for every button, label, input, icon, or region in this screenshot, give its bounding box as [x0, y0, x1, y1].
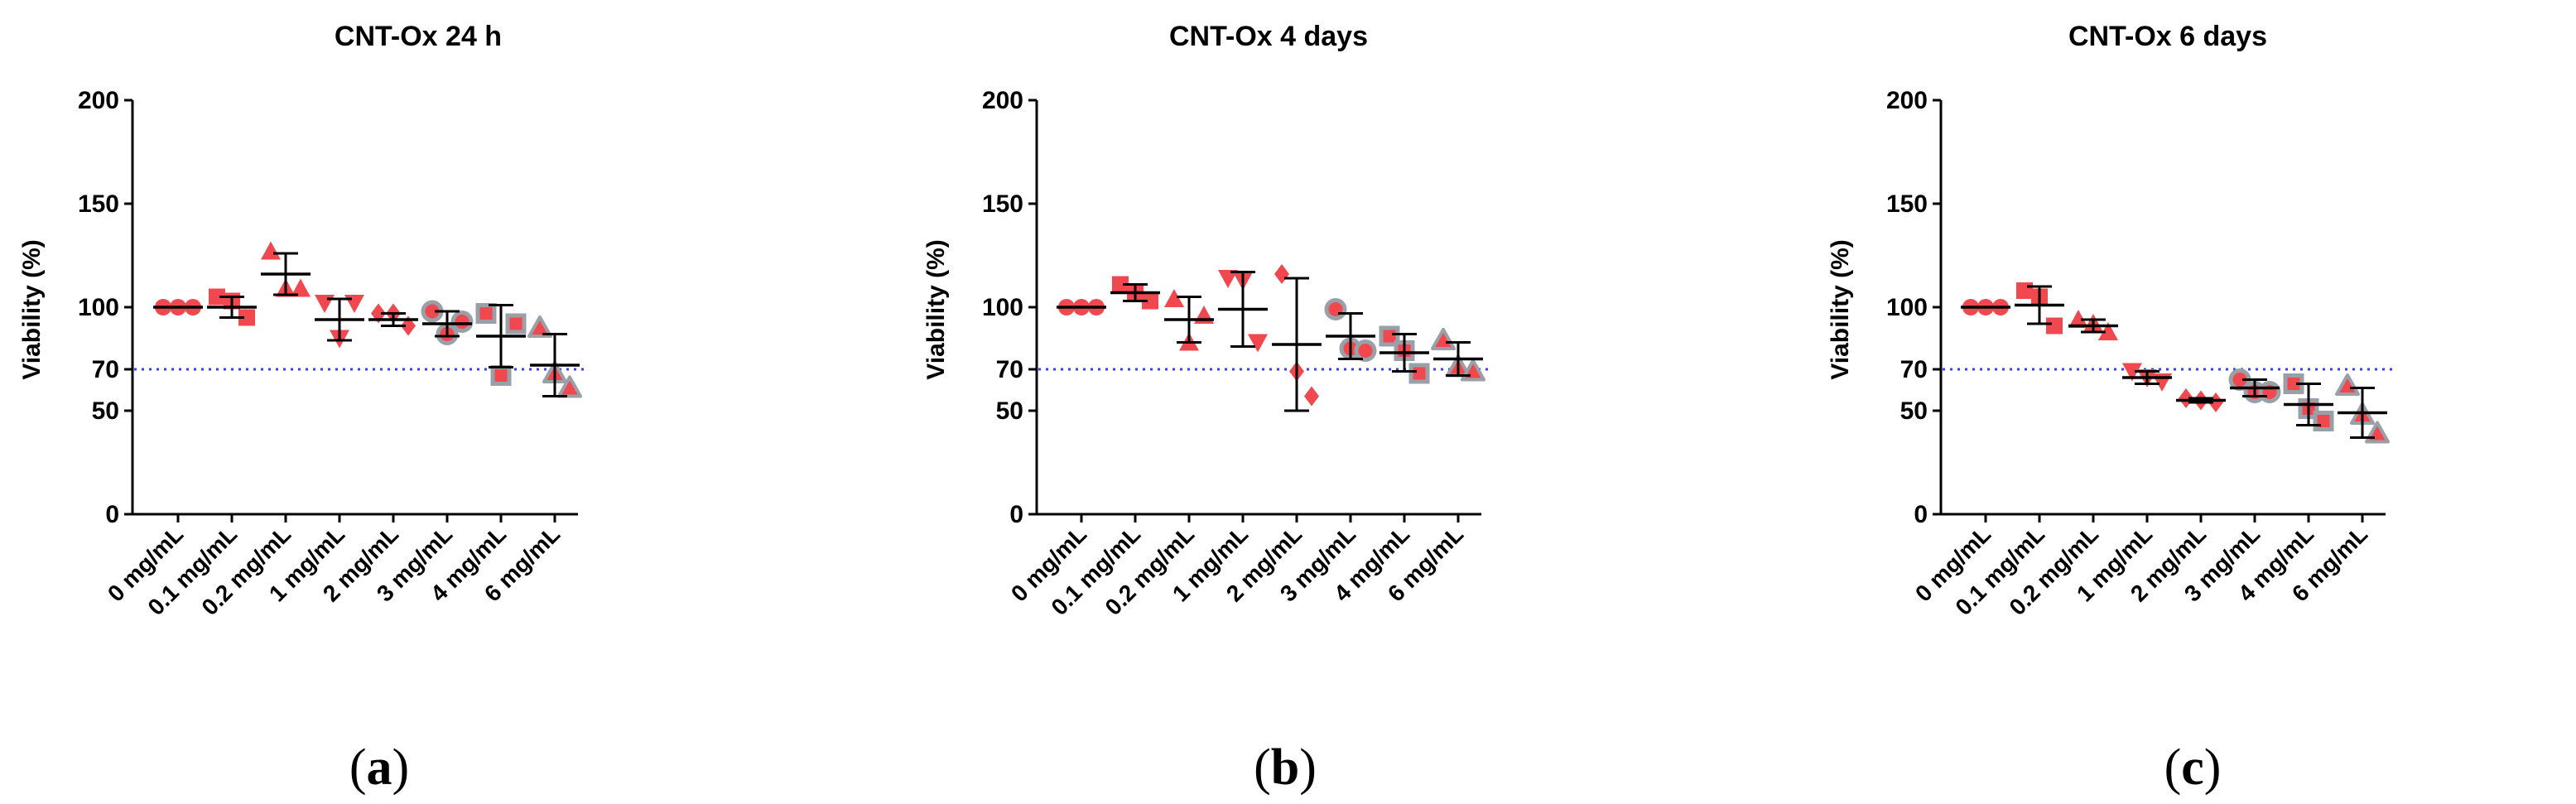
panel-c-errorbar-1 — [2015, 285, 2064, 325]
panel-b-ytick-label-150: 150 — [982, 190, 1023, 218]
panel-c-point-2-2 — [2098, 322, 2118, 340]
panel-c-ytick-label-50: 50 — [1900, 397, 1928, 425]
panel-a-title: CNT-Ox 24 h — [335, 21, 502, 52]
panel-c-point-7-2 — [2365, 421, 2390, 444]
panel-c-ytick-label-100: 100 — [1886, 294, 1928, 321]
panel-a-point-1-0 — [209, 288, 225, 306]
panel-a-caption-letter: a — [367, 739, 392, 796]
panel-b-point-1-2 — [1142, 292, 1158, 310]
panel-c-point-1-2 — [2046, 317, 2063, 335]
panel-a-point-6-2 — [505, 313, 527, 335]
panel-c-point-2-0 — [2068, 310, 2088, 328]
panel-a-point-6-0 — [475, 303, 497, 324]
panel-a-caption: (a) — [349, 739, 409, 796]
panel-b-errorbar-6 — [1379, 333, 1429, 373]
panel-c-errorbar-5 — [2230, 378, 2280, 397]
panel-c-errorbar-6 — [2284, 383, 2333, 426]
panel-b-ytick-label-100: 100 — [982, 294, 1023, 321]
panel-c-point-6-2 — [2313, 411, 2334, 431]
panel-b-point-1-0 — [1112, 276, 1129, 293]
panel-a-errorbar-7 — [530, 333, 580, 397]
panel-c-errorbar-3 — [2122, 370, 2172, 385]
panel-a: CNT-Ox 24 h Viability (%) 0 50 70 100 150 200… — [18, 21, 586, 796]
panel-b-errorbar-1 — [1110, 283, 1160, 302]
panel-c-title: CNT-Ox 6 days — [2068, 21, 2267, 52]
panel-b-point-3-2 — [1248, 334, 1268, 353]
panel-b-ytick-label-70: 70 — [996, 356, 1023, 383]
panel-a-errorbar-2 — [261, 252, 311, 296]
panel-a-point-6-1 — [490, 365, 512, 386]
panel-c-point-7-0 — [2335, 373, 2360, 396]
panel-c-point-5-2 — [2258, 381, 2281, 403]
panel-a-errorbar-6 — [476, 304, 526, 368]
panel-a-errorbar-5 — [422, 310, 472, 338]
panel-c-errorbar-2 — [2068, 318, 2118, 334]
panel-b-point-5-0 — [1324, 298, 1347, 320]
panel-b-caption-letter: b — [1271, 739, 1299, 796]
panel-b-errorbar-7 — [1433, 341, 1483, 377]
panel-c-y-axis-label: Viability (%) — [1827, 239, 1854, 379]
panel-b-ytick-label-50: 50 — [996, 397, 1023, 425]
panel-b-point-5-2 — [1354, 339, 1377, 362]
panel-b-errorbar-5 — [1326, 312, 1375, 360]
panel-a-point-5-2 — [450, 311, 474, 333]
panel-a-ytick-label-0: 0 — [105, 501, 119, 528]
panel-b-point-4-0 — [1274, 264, 1289, 284]
panel-b-errorbar-2 — [1164, 296, 1214, 344]
panel-a-point-3-2 — [344, 295, 364, 313]
panel-c-caption: (c) — [2164, 739, 2222, 796]
panel-a-point-7-0 — [527, 315, 552, 338]
panel-b-ytick-label-0: 0 — [1009, 501, 1023, 528]
panel-a-ytick-label-100: 100 — [78, 294, 119, 321]
panel-a-ytick-label-150: 150 — [78, 190, 119, 218]
panel-c-ytick-label-150: 150 — [1886, 190, 1928, 218]
panel-c-point-3-0 — [2122, 363, 2142, 382]
panel-b-point-7-0 — [1431, 328, 1456, 350]
panel-c-ytick-label-0: 0 — [1914, 501, 1928, 528]
panel-a-y-axis-label: Viability (%) — [18, 239, 46, 379]
panel-b-point-4-2 — [1304, 386, 1319, 407]
panel-a-errorbar-4 — [368, 312, 418, 327]
panel-b-errorbar-4 — [1272, 277, 1322, 412]
panel-a-errorbar-1 — [207, 296, 257, 319]
panel-a-ytick-label-70: 70 — [92, 356, 119, 383]
panel-b-point-2-0 — [1164, 289, 1184, 307]
panel-b-y-axis-label: Viability (%) — [922, 239, 950, 379]
panel-a-point-7-2 — [557, 375, 582, 398]
panel-a-point-2-0 — [261, 241, 281, 260]
panel-b-point-6-0 — [1379, 325, 1400, 347]
panel-b-title: CNT-Ox 4 days — [1169, 21, 1368, 52]
panel-a-ytick-label-50: 50 — [92, 397, 119, 425]
panel-a-ytick-label-200: 200 — [78, 87, 119, 114]
panel-c-errorbar-7 — [2338, 387, 2387, 439]
panel-b-point-3-0 — [1218, 270, 1238, 288]
panel-c-ytick-label-70: 70 — [1900, 356, 1928, 383]
panel-a-point-1-2 — [238, 309, 255, 326]
panel-b-caption: (b) — [1254, 739, 1317, 796]
panel-a-point-3-0 — [315, 295, 335, 313]
panel-b-point-6-2 — [1408, 363, 1430, 384]
panel-a-point-2-2 — [291, 278, 311, 297]
panel-c-point-1-0 — [2016, 282, 2033, 299]
panel-b-ytick-label-200: 200 — [982, 87, 1023, 114]
panel-b-errorbar-3 — [1218, 271, 1268, 348]
panel-c: CNT-Ox 6 days Viability (%) 0 50 70 100 150 2… — [1827, 21, 2394, 796]
panel-a-errorbar-3 — [315, 297, 364, 342]
panel-c-caption-letter: c — [2181, 739, 2204, 796]
panel-c-ytick-label-200: 200 — [1886, 87, 1928, 114]
panel-c-errorbar-4 — [2176, 397, 2226, 404]
panel-b: CNT-Ox 4 days Viability (%) 0 50 70 100 150 2… — [922, 21, 1490, 796]
